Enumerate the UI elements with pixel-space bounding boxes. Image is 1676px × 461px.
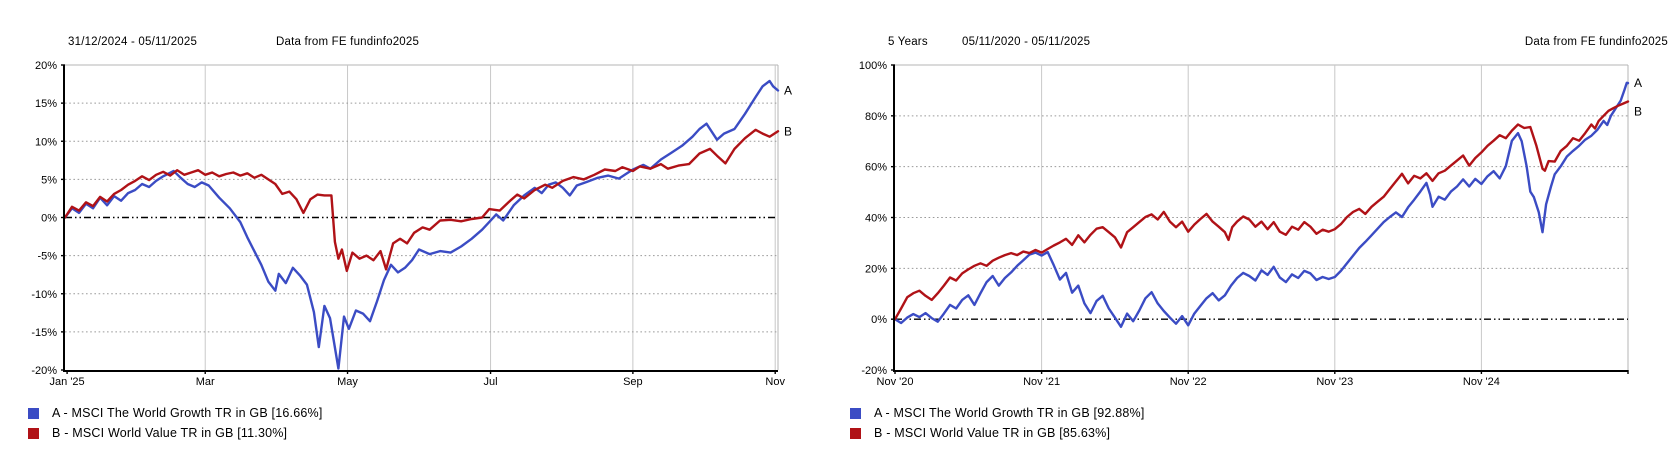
legend-item: B - MSCI World Value TR in GB [11.30%]	[28, 424, 323, 442]
x-tick-label: Nov '20	[877, 376, 914, 388]
y-tick-label: 20%	[865, 263, 887, 275]
y-tick-label: 60%	[865, 162, 887, 174]
chart-period-label: 05/11/2020 - 05/11/2025	[962, 36, 1091, 48]
chart-range-label: 5 Years	[888, 36, 928, 48]
y-tick-label: -15%	[31, 327, 57, 339]
series-b-label: B - MSCI World Value TR in GB [85.63%]	[874, 426, 1111, 440]
chart-5-years: Nov '20 Nov '21 Nov '22 Nov '23 Nov '24 100% 8…	[840, 0, 1676, 461]
chart-ytd: Jan '25 Mar May Jul Sep Nov 20% 15% 10% 5% 0% -5% -1…	[0, 0, 820, 461]
y-tick-label: 5%	[41, 174, 57, 186]
series-end-label-a: A	[784, 83, 792, 97]
y-tick-label: -20%	[31, 365, 57, 377]
series-a-swatch	[28, 407, 39, 419]
y-tick-label: 15%	[35, 98, 57, 110]
x-tick-label: Nov '21	[1023, 376, 1060, 388]
y-tick-label: 0%	[871, 314, 887, 326]
x-tick-label: Nov '23	[1316, 376, 1353, 388]
y-tick-label: 20%	[35, 60, 57, 72]
legend-item: A - MSCI The World Growth TR in GB [16.6…	[28, 404, 323, 422]
legend: A - MSCI The World Growth TR in GB [92.8…	[850, 404, 1145, 444]
legend: A - MSCI The World Growth TR in GB [16.6…	[28, 404, 323, 444]
series-end-label-a: A	[1634, 76, 1642, 90]
x-tick-label: Nov '24	[1463, 376, 1500, 388]
y-tick-label: 100%	[859, 60, 887, 72]
x-tick-label: Jul	[484, 376, 498, 388]
x-tick-label: Nov '22	[1170, 376, 1207, 388]
y-tick-label: 0%	[41, 213, 57, 225]
y-tick-label: 10%	[35, 136, 57, 148]
series-line-a	[893, 81, 1630, 328]
x-tick-label: May	[337, 376, 358, 388]
five-year-plot-area: Nov '20 Nov '21 Nov '22 Nov '23 Nov '24 100% 8…	[859, 60, 1642, 388]
y-tick-label: 40%	[865, 213, 887, 225]
y-tick-label: -20%	[861, 365, 887, 377]
series-end-label-b: B	[784, 124, 792, 138]
series-line-b	[893, 100, 1630, 321]
series-a-label: A - MSCI The World Growth TR in GB [16.6…	[52, 406, 323, 420]
x-tick-label: Sep	[623, 376, 643, 388]
series-a-label: A - MSCI The World Growth TR in GB [92.8…	[874, 406, 1145, 420]
y-tick-label: -5%	[37, 251, 57, 263]
series-line-b	[63, 128, 780, 273]
ytd-plot-area: Jan '25 Mar May Jul Sep Nov 20% 15% 10% 5% 0% -5% -1…	[31, 60, 792, 388]
series-a-swatch	[850, 407, 861, 419]
chart-source-label: Data from FE fundinfo2025	[1524, 36, 1668, 48]
series-end-label-b: B	[1634, 105, 1642, 119]
chart-source-label: Data from FE fundinfo2025	[276, 36, 420, 48]
series-b-label: B - MSCI World Value TR in GB [11.30%]	[52, 426, 288, 440]
series-b-swatch	[28, 427, 39, 439]
legend-item: A - MSCI The World Growth TR in GB [92.8…	[850, 404, 1145, 422]
series-line-a	[63, 79, 780, 370]
x-tick-label: Mar	[196, 376, 215, 388]
x-tick-label: Jan '25	[50, 376, 85, 388]
legend-item: B - MSCI World Value TR in GB [85.63%]	[850, 424, 1145, 442]
series-b-swatch	[850, 427, 861, 439]
x-tick-label: Nov	[765, 376, 785, 388]
chart-period-label: 31/12/2024 - 05/11/2025	[68, 36, 198, 48]
y-tick-label: -10%	[31, 289, 57, 301]
y-tick-label: 80%	[865, 111, 887, 123]
